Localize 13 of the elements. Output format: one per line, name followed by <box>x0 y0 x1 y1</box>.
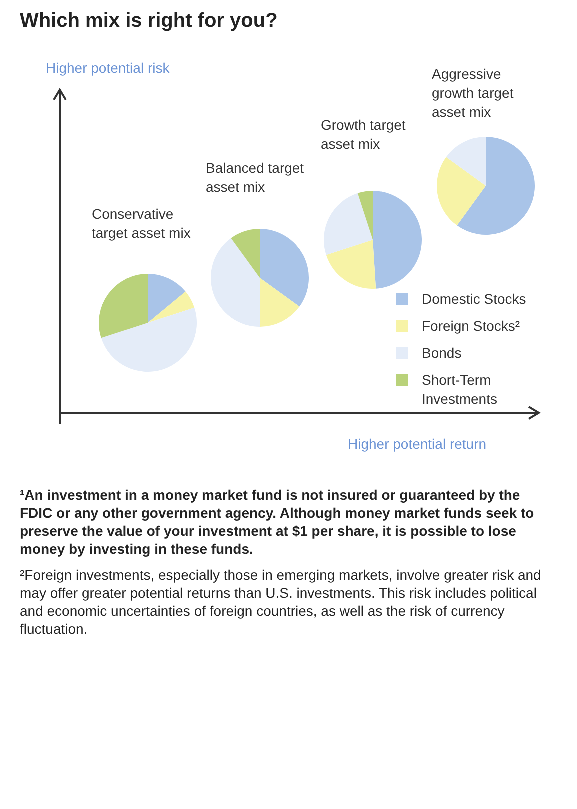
legend-label: Foreign Stocks² <box>422 317 522 336</box>
chart-title: Growth target asset mix <box>321 116 407 154</box>
text: ¹An investment in a money market fund is not insured or guaranteed by the FDIC or any other government agency. Although money market funds seek to preserve the value of your investment at $1 per share, it is possible to lose money by investing in these funds. <box>20 486 536 558</box>
legend-label: Short-Term Investments <box>422 371 498 409</box>
chart-title: Conservative target asset mix <box>92 205 192 243</box>
chart-title: Aggressive growth target asset mix <box>432 65 515 122</box>
text: ²Foreign investments, especially those in emerging markets, involve greater risk and may offer greater potential returns than U.S. investments. This risk includes political and economic uncertainties of foreign countries, as well as the risk of currency fluctuation. <box>20 566 542 638</box>
text: Higher potential risk <box>46 60 171 76</box>
legend-label: Domestic Stocks <box>422 290 528 309</box>
chart-title: Balanced target asset mix <box>206 159 306 197</box>
text: Which mix is right for you? <box>20 10 279 33</box>
text: Higher potential return <box>348 436 488 452</box>
legend-label: Bonds <box>422 344 463 363</box>
